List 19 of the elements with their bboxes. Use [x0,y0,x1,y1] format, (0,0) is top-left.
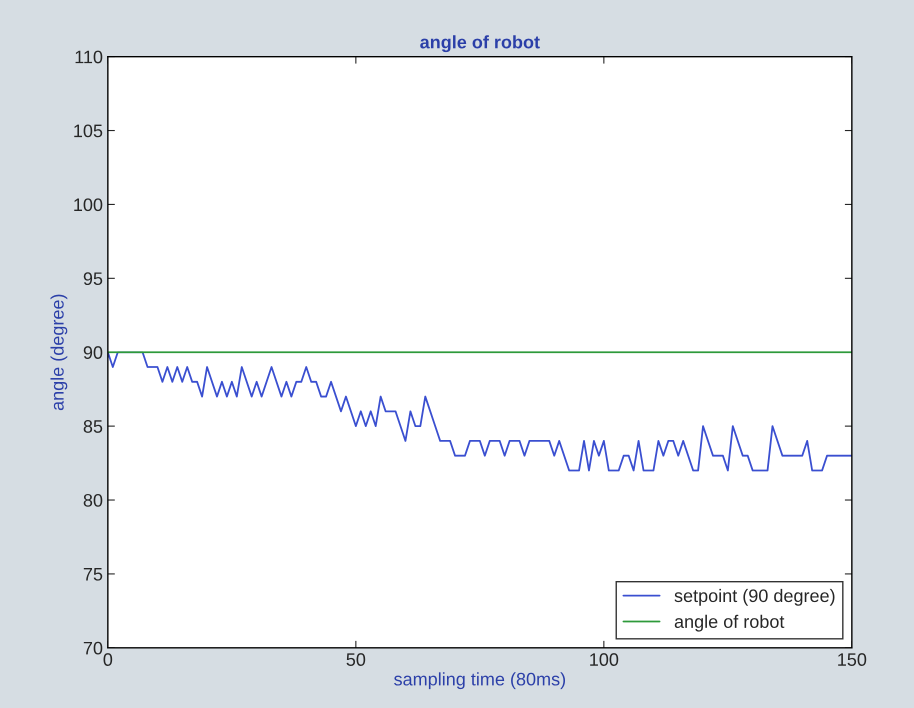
y-tick-label: 70 [84,642,102,655]
x-axis-title: sampling time (80ms) [394,672,566,690]
y-tick-label: 75 [84,568,102,581]
y-tick-label: 80 [84,494,102,507]
y-tick-label: 100 [74,198,102,212]
line-series [108,351,852,472]
x-tick-label: 50 [346,653,366,666]
y-tick-label: 90 [84,346,102,359]
y-tick-label: 105 [74,124,102,138]
y-tick-label: 95 [84,272,102,286]
chart-title: angle of robot [420,35,540,52]
legend-label: angle of robot [674,614,784,632]
x-tick-label: 100 [590,653,618,666]
y-tick-label: 85 [84,420,102,433]
y-axis-title: angle (degree) [50,294,68,410]
x-tick-label: 150 [838,653,866,666]
x-tick-label: 0 [104,653,112,666]
legend-label: setpoint (90 degree) [674,588,834,606]
y-tick-label: 110 [76,50,102,64]
